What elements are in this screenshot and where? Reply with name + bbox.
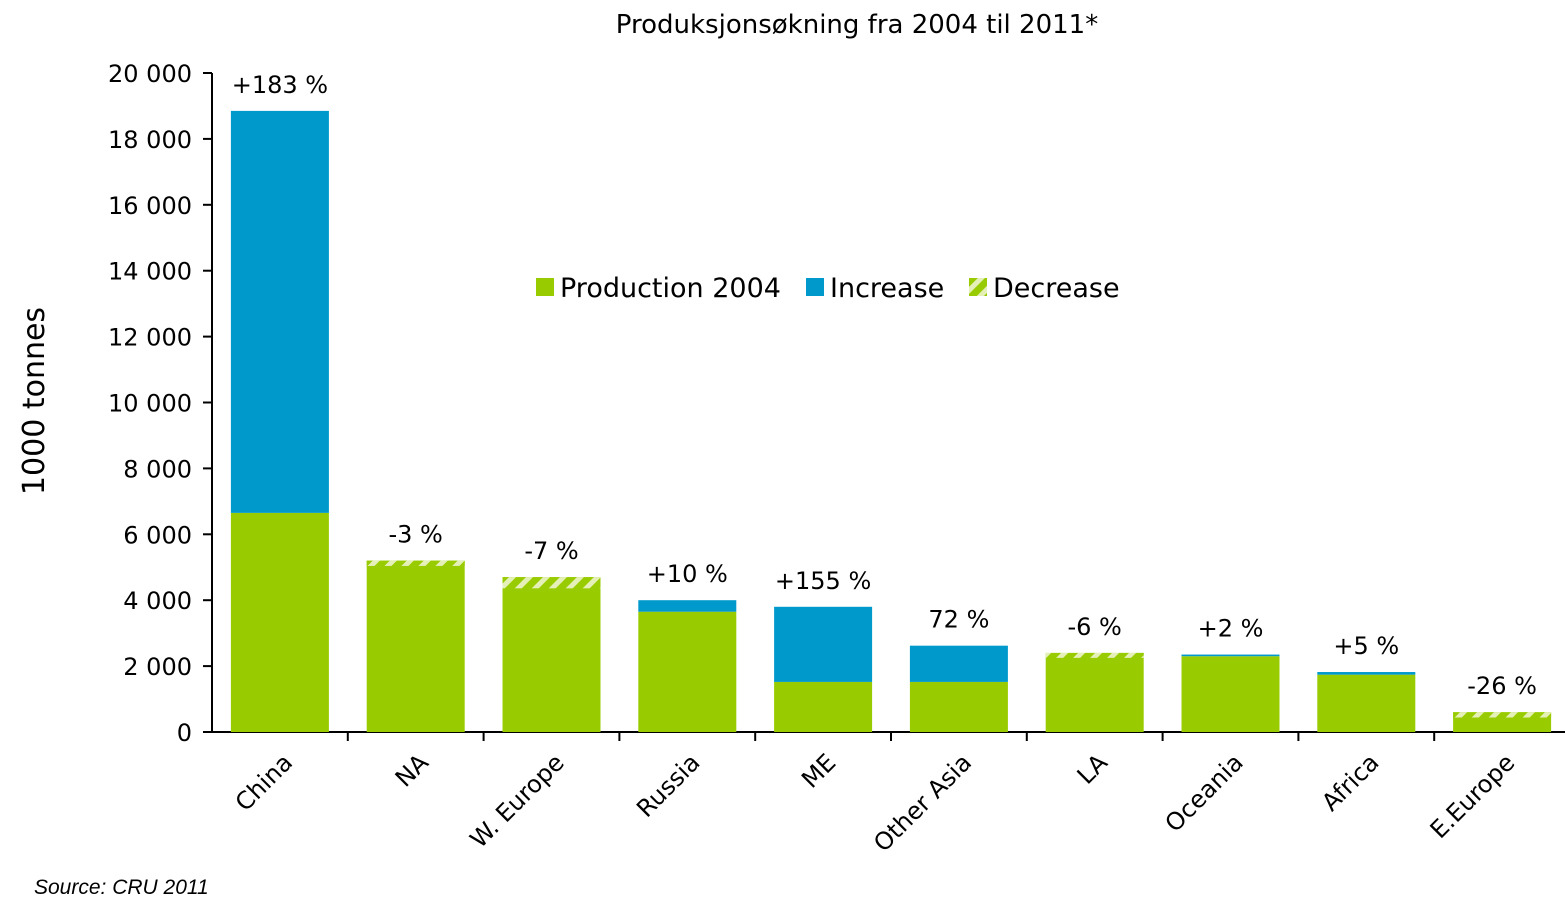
legend-label: Production 2004 (560, 273, 781, 304)
data-label: +5 % (1333, 632, 1399, 660)
data-label: -26 % (1467, 672, 1537, 700)
data-label: -7 % (524, 537, 578, 565)
category-label: Russia (631, 748, 705, 822)
bar-decrease-1 (366, 560, 465, 566)
source-note: Source: CRU 2011 (34, 876, 209, 899)
data-label: +10 % (647, 560, 728, 588)
bar-production-8 (1317, 674, 1416, 732)
legend-label: Increase (830, 273, 944, 304)
bar-increase-5 (909, 645, 1008, 682)
bar-production-3 (638, 611, 737, 732)
y-tick-label: 16 000 (108, 192, 192, 220)
legend-label: Decrease (993, 273, 1120, 304)
bar-increase-0 (230, 110, 329, 513)
category-label: E.Europe (1425, 748, 1521, 844)
bar-decrease-9 (1453, 712, 1552, 718)
plot-area: 0 2 000 4 000 6 000 8 000 10 000 12 000 14 000 1… (108, 60, 1565, 857)
legend-swatch-0 (536, 278, 554, 296)
category-label: Oceania (1160, 748, 1249, 837)
data-label: +155 % (775, 567, 871, 595)
chart-title: Produksjonsøkning fra 2004 til 2011* (616, 10, 1098, 40)
y-tick-label: 2 000 (123, 653, 192, 681)
category-label: China (230, 748, 298, 816)
y-tick-label: 10 000 (108, 390, 192, 418)
y-tick-label: 18 000 (108, 126, 192, 154)
legend-swatch-2 (969, 278, 987, 296)
category-label: LA (1072, 748, 1114, 790)
bar-production-1 (366, 560, 465, 732)
bar-increase-4 (774, 606, 873, 682)
bar-increase-8 (1317, 672, 1416, 675)
category-label: ME (796, 748, 841, 793)
bar-production-0 (230, 512, 329, 732)
bar-production-2 (502, 577, 601, 732)
data-label: 72 % (928, 606, 989, 634)
y-axis-label: 1000 tonnes (17, 307, 52, 495)
bar-increase-7 (1181, 654, 1280, 657)
y-tick-label: 8 000 (123, 455, 192, 483)
legend-swatch-1 (806, 278, 824, 296)
data-label: -6 % (1068, 613, 1122, 641)
bar-decrease-2 (502, 577, 601, 589)
y-tick-label: 14 000 (108, 258, 192, 286)
data-label: +2 % (1198, 615, 1264, 643)
legend: Production 2004 Increase Decrease (536, 273, 1120, 304)
category-label: W. Europe (465, 748, 570, 853)
y-tick-label: 0 (177, 719, 192, 747)
bar-production-7 (1181, 656, 1280, 732)
y-tick-label: 6 000 (123, 521, 192, 549)
y-tick-label: 20 000 (108, 60, 192, 88)
y-tick-label: 12 000 (108, 324, 192, 352)
bar-increase-3 (638, 600, 737, 612)
bar-production-5 (909, 681, 1008, 732)
category-label: NA (390, 748, 435, 793)
y-tick-label: 4 000 (123, 587, 192, 615)
data-label: +183 % (232, 71, 328, 99)
category-label: Other Asia (868, 748, 977, 857)
data-label: -3 % (389, 521, 443, 549)
category-label: Africa (1316, 748, 1384, 816)
bar-decrease-6 (1045, 652, 1144, 658)
bar-production-4 (774, 681, 873, 732)
bar-production-6 (1045, 652, 1144, 732)
